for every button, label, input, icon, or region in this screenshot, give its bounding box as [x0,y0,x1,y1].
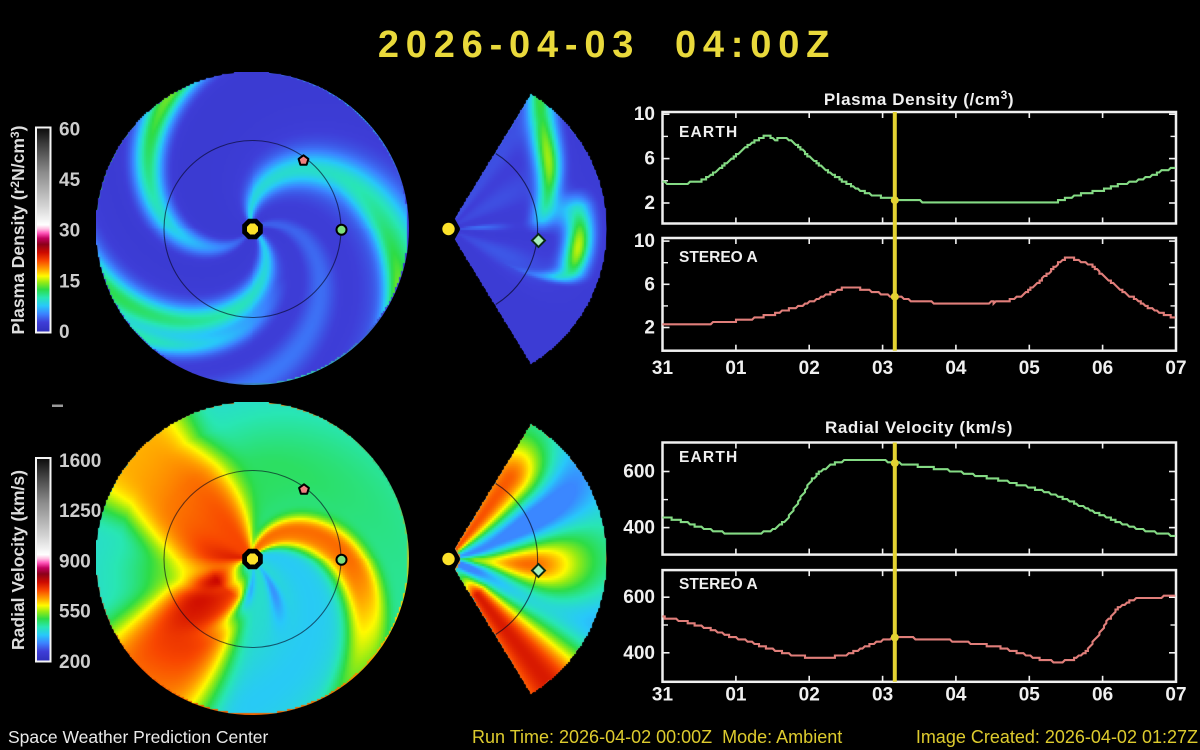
svg-text:400: 400 [623,518,655,539]
svg-text:05: 05 [1019,685,1041,706]
svg-text:400: 400 [623,643,655,664]
svg-text:600: 600 [623,462,655,483]
svg-text:1250: 1250 [59,501,101,522]
svg-text:03: 03 [872,685,893,706]
svg-text:Run Time: 2026-04-02 00:00Z M: Run Time: 2026-04-02 00:00Z Mode: Ambien… [472,727,842,747]
svg-text:15: 15 [59,271,81,292]
svg-text:600: 600 [623,587,655,608]
svg-text:2: 2 [644,318,655,339]
svg-text:10: 10 [634,104,655,125]
svg-text:6: 6 [644,149,655,170]
svg-text:STEREO A: STEREO A [679,249,758,266]
svg-text:05: 05 [1019,358,1041,379]
svg-text:06: 06 [1092,358,1113,379]
svg-text:1600: 1600 [59,451,101,472]
svg-text:31: 31 [652,358,674,379]
svg-text:6: 6 [644,274,655,295]
svg-text:30: 30 [59,221,80,242]
svg-text:01: 01 [725,358,747,379]
svg-text:02: 02 [799,358,820,379]
svg-text:EARTH: EARTH [679,449,738,466]
svg-text:STEREO A: STEREO A [679,576,758,593]
svg-text:900: 900 [59,552,91,573]
svg-text:200: 200 [59,652,91,673]
svg-text:Plasma Density (r2N/cm3): Plasma Density (r2N/cm3) [8,126,28,335]
svg-text:Plasma Density (/cm3): Plasma Density (/cm3) [824,88,1014,109]
svg-text:45: 45 [59,170,81,191]
svg-text:07: 07 [1165,685,1186,706]
svg-text:2: 2 [644,193,655,214]
svg-text:Radial Velocity (km/s): Radial Velocity (km/s) [8,470,28,650]
svg-text:Radial Velocity (km/s): Radial Velocity (km/s) [825,418,1013,437]
svg-text:EARTH: EARTH [679,124,738,141]
svg-text:Space Weather Prediction Cente: Space Weather Prediction Center [8,727,269,747]
svg-text:60: 60 [59,120,80,141]
svg-text:550: 550 [59,602,91,623]
svg-text:10: 10 [634,231,655,252]
svg-text:Image Created: 2026-04-02 01:2: Image Created: 2026-04-02 01:27Z [916,727,1198,747]
svg-text:07: 07 [1165,358,1186,379]
svg-text:06: 06 [1092,685,1113,706]
svg-text:02: 02 [799,685,820,706]
svg-text:04: 04 [945,685,967,706]
svg-text:04: 04 [945,358,967,379]
svg-text:01: 01 [725,685,747,706]
svg-text:0: 0 [59,322,70,343]
svg-text:03: 03 [872,358,893,379]
svg-text:31: 31 [652,685,674,706]
svg-text:2026-04-03 04:00Z: 2026-04-03 04:00Z [378,24,836,66]
